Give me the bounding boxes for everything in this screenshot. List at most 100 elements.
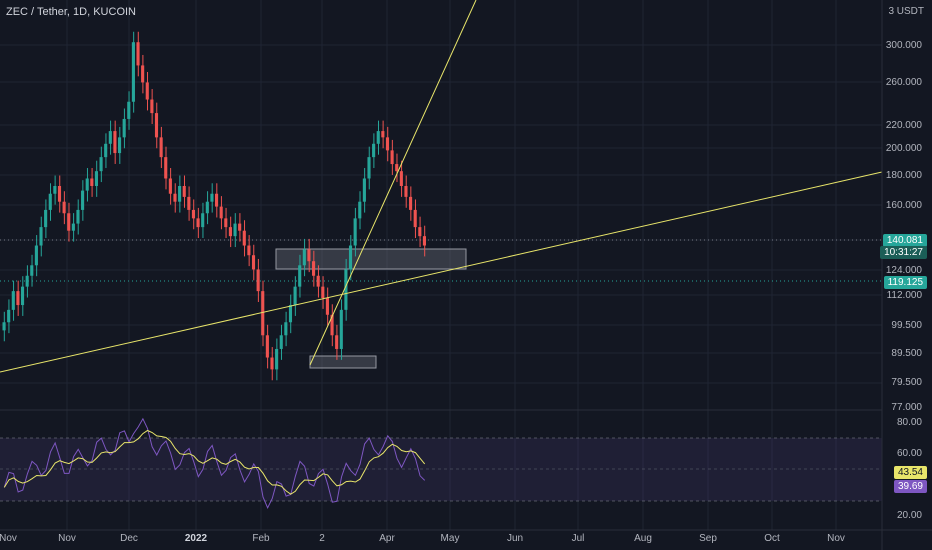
time-tick: Nov (827, 533, 845, 544)
time-tick: Aug (634, 533, 652, 544)
rsi-line (3, 417, 426, 509)
level-badge: 119.125 (883, 276, 927, 289)
candle-body (11, 291, 15, 310)
candle-body (122, 118, 126, 138)
candle-body (413, 209, 417, 228)
price-tick: 180.000 (885, 170, 922, 181)
candle-body (256, 269, 260, 292)
candle-body (325, 297, 329, 315)
price-tick: 99.500 (891, 320, 922, 331)
candle-body (409, 196, 413, 210)
candle-body (141, 65, 145, 83)
candle-body (145, 82, 149, 100)
chart-title: ZEC / Tether, 1D, KUCOIN (6, 6, 137, 18)
time-tick: 2022 (184, 533, 208, 544)
candle-body (275, 348, 279, 370)
price-tick: 300.000 (885, 40, 922, 51)
candle-body (30, 265, 34, 276)
candle-body (284, 322, 288, 336)
rsi-ma-badge: 43.54 (893, 466, 927, 479)
candle-body (187, 196, 191, 210)
candle-body (372, 143, 376, 158)
supply-zone-box[interactable] (275, 248, 467, 270)
candle-body (136, 42, 140, 66)
candle-body (81, 190, 85, 210)
candle-body (154, 113, 159, 138)
candle-body (159, 137, 163, 158)
candle-body (312, 261, 316, 276)
candle-body (39, 227, 43, 246)
candle-body (2, 322, 6, 331)
candle-body (113, 131, 117, 154)
candle-body (385, 137, 390, 151)
candle-body (99, 157, 103, 172)
price-tick: 124.000 (885, 265, 922, 276)
candle-body (20, 286, 25, 306)
candle-body (362, 178, 366, 202)
candle-body (34, 245, 38, 266)
candle-body (265, 335, 269, 358)
candle-body (48, 193, 52, 210)
candle-body (44, 209, 48, 228)
price-tick: 220.000 (885, 120, 922, 131)
candles (2, 31, 426, 381)
candle-body (335, 335, 339, 349)
trend-line-steep[interactable] (309, 0, 477, 366)
candle-body (150, 99, 154, 114)
currency-unit[interactable]: 3 USDT (888, 6, 924, 17)
price-tick: 160.000 (885, 200, 922, 211)
price-tick: 112.000 (886, 290, 922, 301)
price-tick: 200.000 (885, 143, 922, 154)
candle-body (270, 357, 274, 370)
time-tick: Apr (379, 533, 395, 544)
candle-body (104, 143, 108, 158)
candle-body (422, 236, 426, 246)
candle-body (344, 269, 348, 310)
candle-body (71, 223, 75, 231)
candle-body (358, 201, 362, 219)
rsi-tick: 80.00 (896, 417, 922, 428)
time-tick: Sep (699, 533, 717, 544)
candle-body (353, 218, 357, 246)
countdown-badge: 10:31:27 (880, 246, 927, 259)
candle-body (53, 185, 57, 194)
time-tick: Dec (120, 533, 138, 544)
candle-body (228, 227, 232, 237)
candle-body (399, 171, 403, 186)
candle-body (307, 249, 311, 262)
candle-body (67, 213, 71, 231)
candle-body (279, 335, 283, 349)
time-tick: 2 (319, 533, 325, 544)
candle-body (164, 157, 168, 179)
candle-body (233, 223, 237, 237)
candle-body (261, 291, 265, 336)
candle-body (316, 275, 320, 287)
candle-body (90, 178, 94, 186)
candle-body (418, 227, 422, 237)
candle-body (196, 218, 200, 228)
candle-body (16, 291, 20, 306)
candle-body (390, 150, 394, 165)
candle-body (201, 213, 205, 228)
candle-body (131, 42, 135, 102)
candle-body (251, 255, 256, 270)
time-tick: Oct (764, 533, 780, 544)
candle-body (298, 265, 302, 287)
candle-body (215, 193, 219, 207)
candle-body (210, 193, 214, 202)
demand-zone-box[interactable] (309, 355, 377, 369)
candle-body (321, 286, 325, 298)
candle-body (127, 101, 131, 119)
candle-body (178, 185, 182, 202)
candle-body (381, 131, 385, 138)
time-tick: Nov (58, 533, 76, 544)
candle-body (182, 185, 186, 197)
price-tick: 260.000 (885, 77, 922, 88)
candle-body (242, 230, 246, 246)
time-tick: Jul (571, 533, 585, 544)
candle-body (348, 245, 353, 270)
trend-line-long[interactable] (0, 171, 883, 373)
candle-body (404, 185, 408, 197)
rsi-tick: 60.00 (896, 448, 922, 459)
